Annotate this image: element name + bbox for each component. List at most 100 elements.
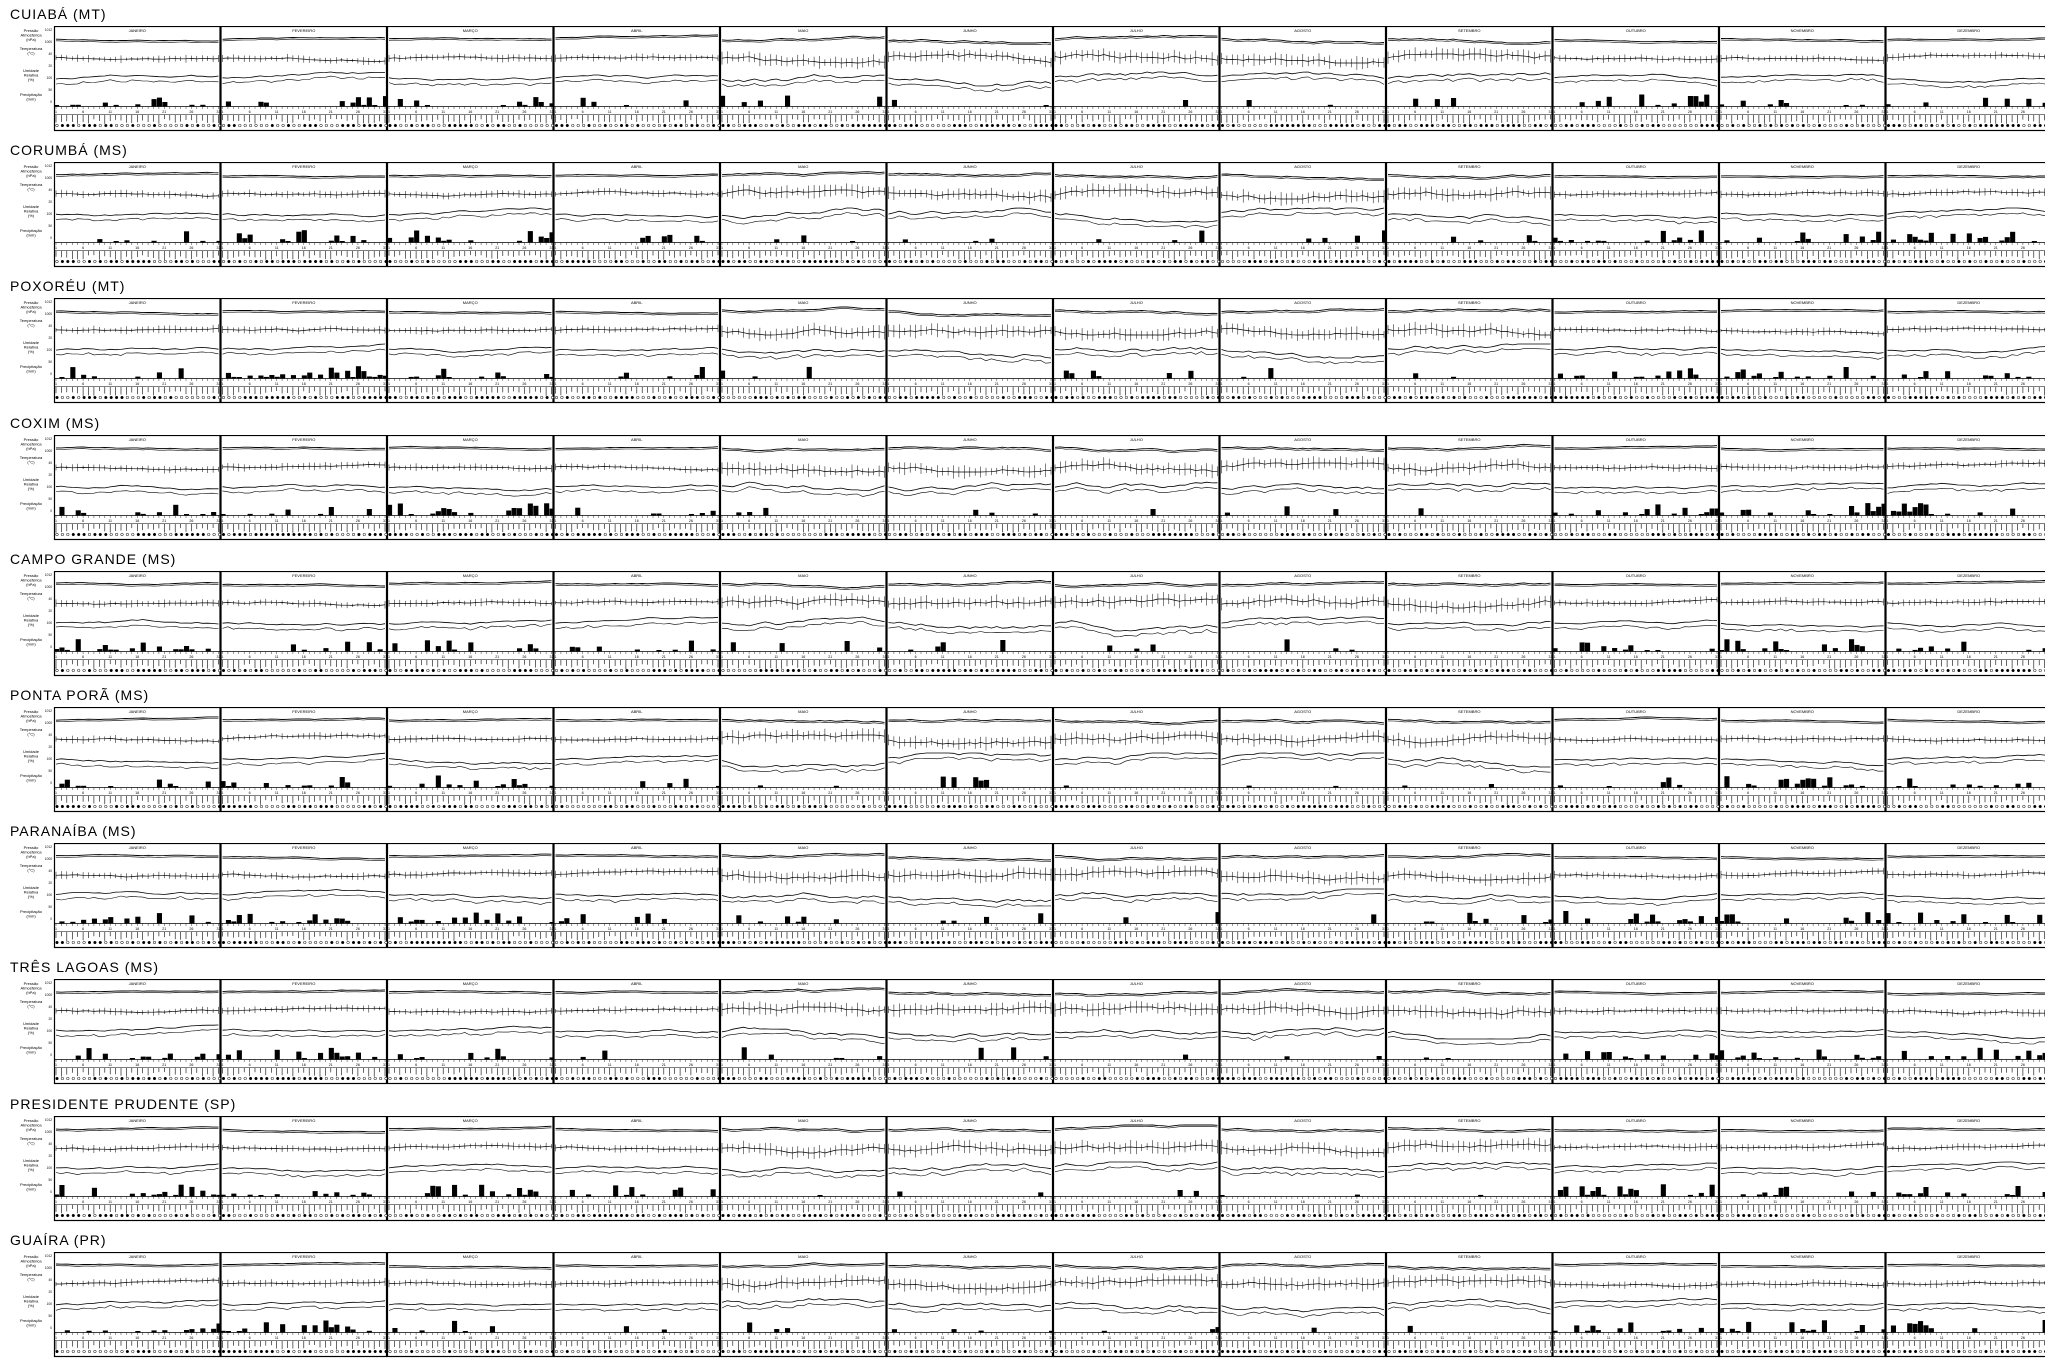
cloud-cover-symbol	[1045, 397, 1048, 400]
cloud-cover-symbol	[175, 260, 178, 263]
cloud-cover-symbol	[1147, 260, 1150, 263]
cloud-cover-symbol	[669, 397, 672, 400]
cloud-cover-symbol	[980, 124, 983, 127]
cloud-cover-symbol	[1914, 124, 1917, 127]
cloud-cover-symbol	[2012, 124, 2015, 127]
day-tick-label: 26	[2021, 110, 2025, 114]
cloud-cover-symbol	[1786, 124, 1789, 127]
precipitation-bar	[1860, 237, 1865, 243]
cloud-cover-symbol	[1221, 124, 1224, 127]
precipitation-bar	[1451, 237, 1456, 243]
cloud-cover-symbol	[1431, 124, 1434, 127]
cloud-cover-symbol	[148, 124, 151, 127]
cloud-cover-symbol	[369, 397, 372, 400]
cloud-cover-symbol	[159, 260, 162, 263]
month-title: JULHO	[1130, 300, 1143, 305]
cloud-cover-symbol	[975, 124, 978, 127]
cloud-cover-symbol	[1690, 124, 1693, 127]
cloud-cover-symbol	[374, 124, 377, 127]
cloud-cover-symbol	[642, 260, 645, 263]
cloud-cover-symbol	[1131, 124, 1134, 127]
cloud-cover-symbol	[1179, 397, 1182, 400]
precipitation-bar	[533, 97, 538, 106]
cloud-cover-symbol	[669, 124, 672, 127]
cloud-cover-symbol	[926, 260, 929, 263]
scale-tick-label: 1012	[45, 300, 52, 304]
precipitation-bar	[1532, 241, 1537, 243]
cloud-cover-symbol	[282, 397, 285, 400]
cloud-cover-symbol	[1737, 260, 1740, 263]
scale-tick-label: 40	[48, 52, 52, 56]
day-tick-label: 11	[1107, 382, 1111, 386]
day-tick-label: 21	[995, 246, 999, 250]
variable-label-precipitation: (mm)	[26, 369, 36, 374]
cloud-cover-symbol	[1076, 397, 1079, 400]
cloud-cover-symbol	[459, 397, 462, 400]
cloud-cover-symbol	[320, 260, 323, 263]
cloud-cover-symbol	[427, 124, 430, 127]
day-tick-label: 6	[249, 246, 251, 250]
cloud-cover-symbol	[1303, 124, 1306, 127]
cloud-cover-symbol	[1357, 260, 1360, 263]
cloud-cover-symbol	[304, 124, 307, 127]
precipitation-bar	[425, 105, 430, 107]
cloud-cover-symbol	[1985, 124, 1988, 127]
cloud-cover-symbol	[331, 397, 334, 400]
cloud-cover-symbol	[1388, 124, 1391, 127]
precipitation-bar	[372, 105, 377, 107]
cloud-cover-symbol	[1319, 124, 1322, 127]
day-tick-label: 31	[1882, 246, 1886, 250]
precipitation-bar	[1064, 371, 1069, 379]
cloud-cover-symbol	[1330, 260, 1333, 263]
cloud-cover-symbol	[1319, 260, 1322, 263]
cloud-cover-symbol	[249, 260, 252, 263]
day-tick-label: 16	[302, 246, 306, 250]
month-title: FEVEREIRO	[292, 164, 315, 169]
cloud-cover-symbol	[1368, 260, 1371, 263]
cloud-cover-symbol	[1545, 124, 1548, 127]
cloud-cover-symbol	[765, 260, 768, 263]
cloud-cover-symbol	[394, 397, 397, 400]
precipitation-bar	[345, 371, 350, 379]
cloud-cover-symbol	[1248, 124, 1251, 127]
cloud-cover-symbol	[293, 397, 296, 400]
month-title: NOVEMBRO	[1791, 164, 1814, 169]
cloud-cover-symbol	[975, 397, 978, 400]
variable-label-humidity: (%)	[28, 213, 35, 218]
cloud-cover-symbol	[1979, 260, 1982, 263]
cloud-cover-symbol	[1066, 124, 1069, 127]
cloud-cover-symbol	[325, 124, 328, 127]
cloud-cover-symbol	[1636, 260, 1639, 263]
precipitation-bar	[1860, 105, 1865, 107]
cloud-cover-symbol	[170, 124, 173, 127]
cloud-cover-symbol	[825, 124, 828, 127]
cloud-cover-symbol	[126, 260, 129, 263]
cloud-cover-symbol	[1152, 397, 1155, 400]
cloud-cover-symbol	[910, 124, 913, 127]
cloud-cover-symbol	[798, 124, 801, 127]
cloud-cover-symbol	[964, 397, 967, 400]
cloud-cover-symbol	[1319, 397, 1322, 400]
cloud-cover-symbol	[841, 124, 844, 127]
precipitation-bar	[694, 236, 699, 243]
cloud-cover-symbol	[879, 260, 882, 263]
cloud-cover-symbol	[448, 260, 451, 263]
day-tick-label: 16	[1134, 382, 1138, 386]
cloud-cover-symbol	[1270, 397, 1273, 400]
panel-frame	[554, 27, 720, 131]
precipitation-bar	[1188, 371, 1193, 379]
day-tick-label: 16	[635, 110, 639, 114]
cloud-cover-symbol	[519, 124, 522, 127]
cloud-cover-symbol	[620, 397, 623, 400]
cloud-cover-symbol	[142, 124, 145, 127]
cloud-cover-symbol	[276, 124, 279, 127]
cloud-cover-symbol	[1641, 260, 1644, 263]
cloud-cover-symbol	[1221, 260, 1224, 263]
cloud-cover-symbol	[61, 397, 64, 400]
day-tick-label: 11	[941, 382, 945, 386]
precipitation-bar	[447, 240, 452, 243]
cloud-cover-symbol	[1990, 124, 1993, 127]
day-tick-label: 1	[388, 110, 390, 114]
cloud-cover-symbol	[298, 397, 301, 400]
cloud-cover-symbol	[1748, 124, 1751, 127]
